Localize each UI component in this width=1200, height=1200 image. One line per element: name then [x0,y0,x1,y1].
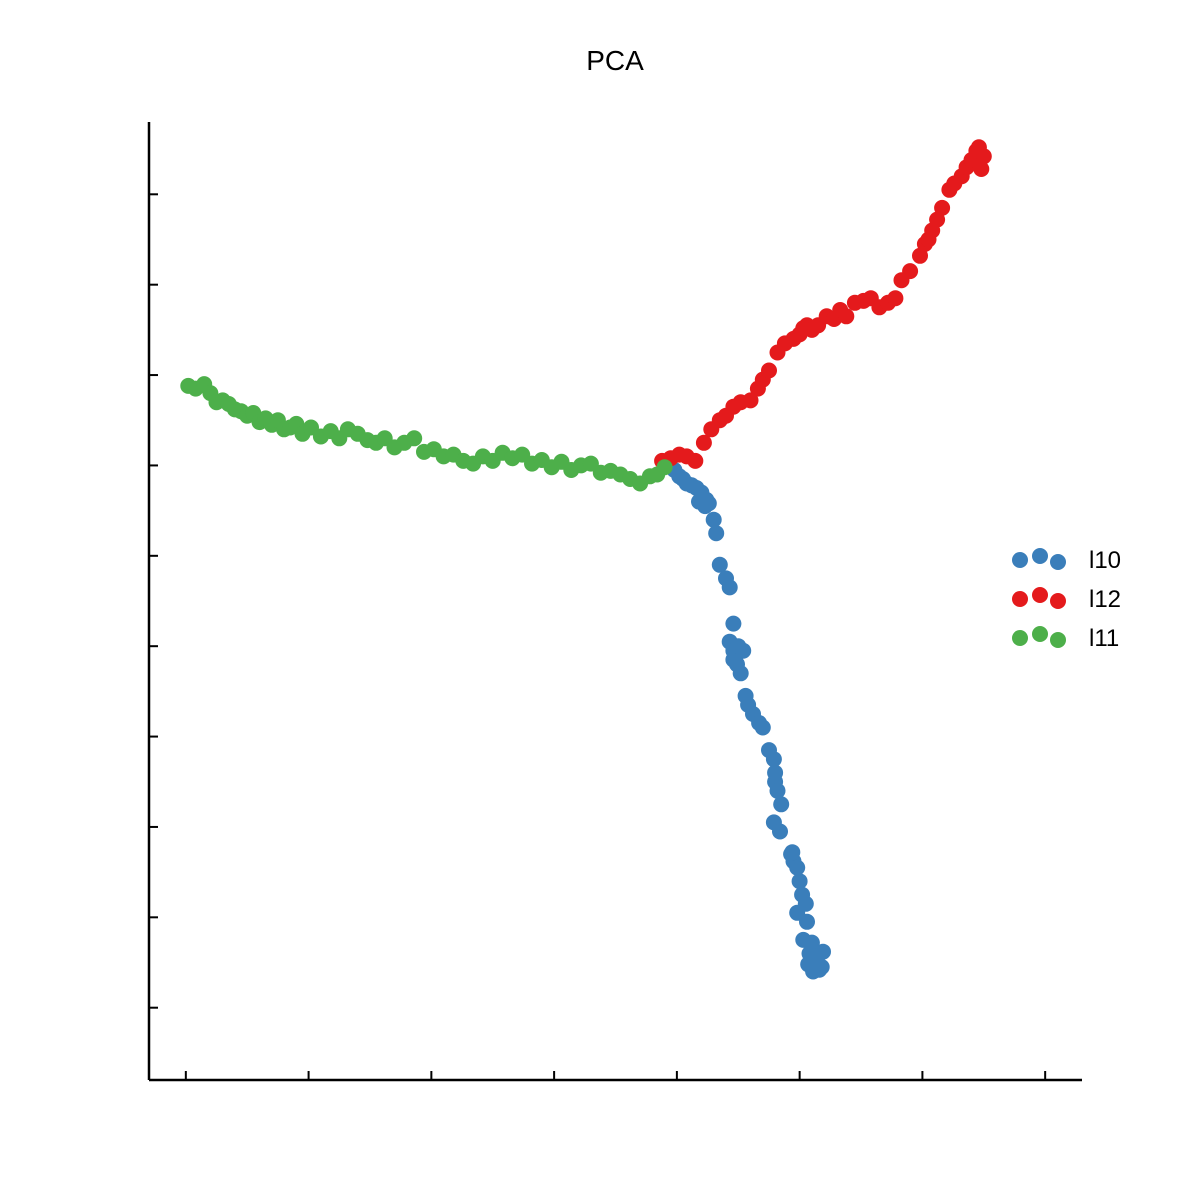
point-l12-14 [761,362,777,379]
point-l10-31 [765,751,782,768]
point-l12-51 [968,142,985,159]
point-l10-53 [815,943,831,960]
point-l10-42 [791,873,808,890]
series-l10 [666,462,831,980]
legend-label-l10: l10 [1089,547,1121,574]
legend-entry-l10: l10 [1012,547,1121,574]
series-l12 [654,139,992,469]
legend-label-l11: l11 [1089,625,1119,652]
point-l12-5 [695,434,712,451]
legend-marker-l11-c [1050,632,1066,648]
point-l10-34 [769,782,786,799]
axes-layer [147,122,1082,1082]
point-l10-10 [705,511,722,528]
point-l12-50 [973,161,990,177]
point-l10-40 [789,859,806,876]
point-l12-26 [838,308,855,325]
point-l12-11 [742,392,759,409]
legend-marker-l12-a [1012,591,1028,607]
point-l10-22 [735,642,752,659]
point-l10-56 [813,959,830,975]
point-l10-24 [732,665,749,682]
chart-title: PCA [586,45,644,76]
legend-marker-l11-b [1032,626,1048,642]
legend-marker-l12-b [1032,587,1048,603]
legend-marker-l10-b [1032,548,1048,564]
point-l10-46 [799,913,815,930]
legend-entry-l12: l12 [1012,586,1121,613]
point-l12-34 [902,263,919,280]
point-l10-16 [725,615,742,632]
point-l10-41 [784,844,801,861]
point-l11-56 [656,459,673,476]
legend-marker-l12-c [1050,593,1066,609]
point-l10-11 [708,525,725,542]
point-l10-13 [711,556,728,573]
point-l12-40 [934,199,951,216]
point-l10-37 [772,823,788,840]
point-l10-12 [698,491,715,508]
point-l10-35 [773,796,790,813]
points-layer [180,139,992,980]
point-l12-4 [687,452,704,469]
legend: l10 l12 l11 [1012,547,1121,652]
point-l10-15 [721,579,738,596]
point-l10-29 [754,719,771,736]
legend-marker-l10-a [1012,552,1028,568]
point-l11-30 [406,430,423,447]
legend-marker-l11-a [1012,630,1028,646]
legend-marker-l10-c [1050,554,1066,570]
ticks-layer [149,193,1047,1080]
legend-label-l12: l12 [1089,586,1121,613]
series-l11 [180,376,673,492]
legend-entry-l11: l11 [1012,625,1119,652]
point-l10-45 [797,895,814,912]
point-l12-32 [887,290,904,307]
